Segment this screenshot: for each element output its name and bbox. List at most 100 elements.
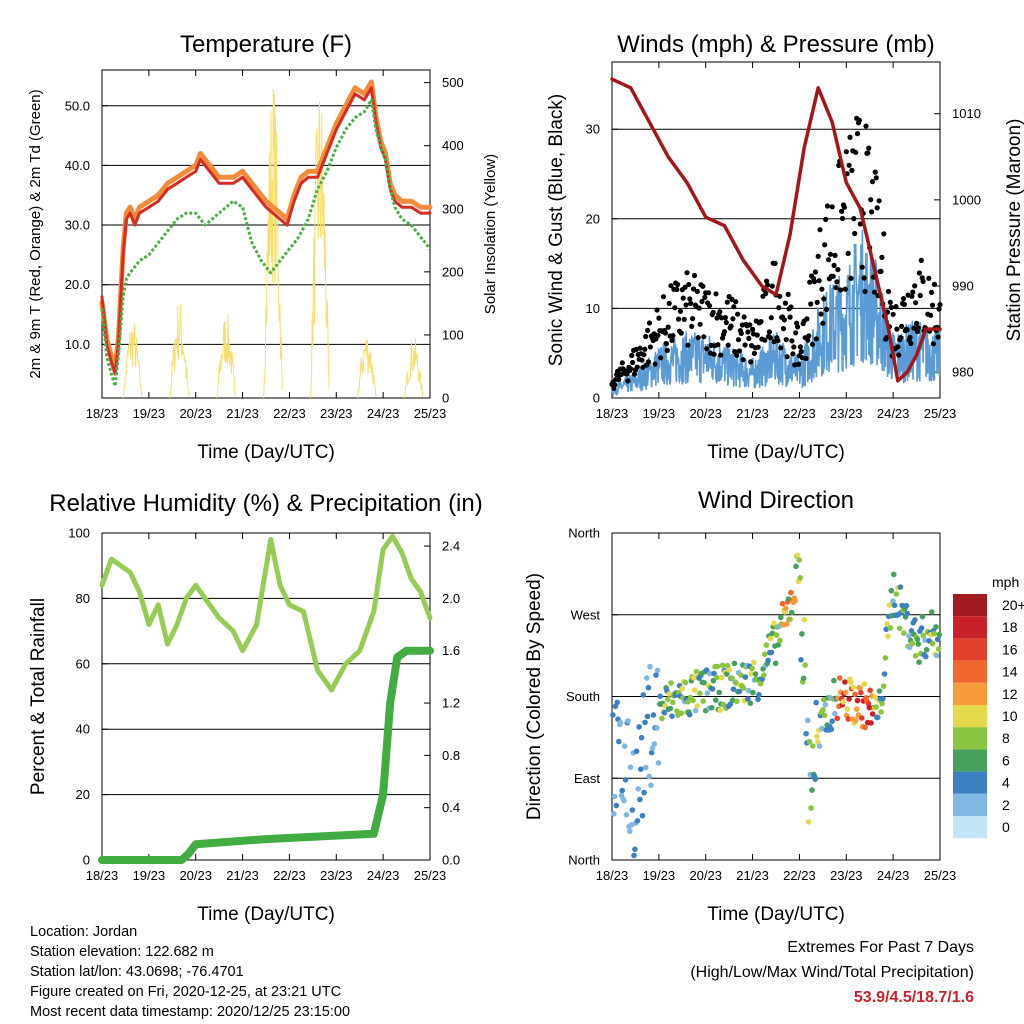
gust-point [749, 343, 755, 349]
gust-point [735, 337, 742, 343]
direction-point [623, 812, 630, 818]
gust-point [866, 145, 872, 151]
gust-point [848, 275, 854, 281]
gust-point [772, 260, 778, 266]
temp-2m-line [100, 86, 432, 376]
direction-point [669, 713, 675, 719]
direction-point [918, 625, 925, 631]
gust-point [735, 311, 741, 317]
rh-y2tick-label: 2.4 [442, 539, 460, 554]
gust-point [869, 209, 875, 215]
direction-point [654, 725, 660, 731]
direction-point [772, 660, 779, 667]
gust-point [687, 296, 693, 302]
gust-point [842, 286, 848, 292]
gust-point [849, 167, 855, 173]
wind-xtick-label: 18/23 [596, 406, 629, 421]
direction-point [794, 552, 801, 559]
direction-point [893, 591, 900, 597]
temp-ytick-label: 10.0 [65, 337, 90, 352]
speed-legend-label: 8 [1002, 730, 1010, 746]
gust-point [824, 306, 830, 312]
direction-point [638, 734, 645, 741]
direction-point [916, 659, 922, 665]
direction-point [800, 675, 807, 682]
gust-point [820, 320, 826, 326]
dir-xtick-label: 24/23 [877, 868, 910, 883]
direction-point [783, 605, 789, 611]
gust-point [881, 231, 887, 237]
wind-ylabel: Sonic Wind & Gust (Blue, Black) [546, 94, 567, 366]
direction-point [716, 689, 722, 696]
direction-point [704, 690, 711, 696]
rh-xtick-label: 20/23 [179, 868, 212, 883]
direction-point [629, 807, 636, 813]
solar-day-trace [169, 304, 189, 399]
dir-ytick-label: East [574, 771, 600, 786]
direction-point [646, 773, 652, 780]
direction-point [813, 699, 819, 706]
temp-y2tick-label: 500 [442, 75, 464, 90]
gust-point [612, 382, 618, 388]
gust-point [839, 215, 846, 222]
gust-point [827, 251, 834, 257]
temp-y2tick-label: 300 [442, 201, 464, 216]
direction-point [642, 719, 648, 726]
temp-xtick-label: 21/23 [226, 406, 259, 421]
solar-series [122, 88, 424, 399]
direction-point [797, 575, 803, 581]
gust-point [784, 354, 790, 360]
gust-point [807, 279, 813, 285]
gust-point [668, 283, 674, 289]
direction-point [787, 616, 793, 623]
gust-point [646, 320, 653, 326]
gust-point [839, 208, 845, 214]
gust-point [674, 286, 680, 292]
direction-point [785, 596, 792, 602]
gust-point [841, 204, 848, 210]
wind-y2tick-label: 1010 [952, 106, 981, 121]
gust-point [628, 366, 634, 372]
gust-point [909, 293, 915, 299]
gust-point [829, 204, 835, 210]
direction-point [934, 636, 941, 643]
direction-point [801, 616, 808, 623]
rh-y2tick-label: 0.8 [442, 748, 460, 763]
rh-y2tick-label: 1.2 [442, 696, 460, 711]
gust-point [776, 305, 782, 311]
gust-point [645, 359, 652, 365]
temp-ytick-label: 40.0 [65, 158, 90, 173]
temp-xlabel: Time (Day/UTC) [197, 442, 335, 463]
speed-legend-label: 16 [1002, 641, 1018, 657]
gust-point [642, 346, 648, 352]
gust-point [899, 323, 905, 329]
direction-point [773, 632, 780, 638]
direction-point [845, 716, 852, 722]
rh-line [99, 533, 433, 693]
gust-point [878, 268, 884, 274]
gust-point [666, 300, 672, 306]
gust-point [647, 344, 654, 350]
gust-point [862, 288, 868, 295]
gust-point [740, 357, 746, 363]
direction-point [752, 671, 759, 677]
direction-point [648, 749, 655, 756]
wind-xtick-label: 22/23 [783, 406, 816, 421]
gust-point [795, 324, 801, 330]
gust-point [734, 352, 740, 358]
gust-point [678, 330, 684, 336]
direction-point [809, 787, 815, 793]
speed-legend-swatch [953, 638, 987, 661]
direction-point [668, 680, 674, 686]
direction-point [882, 655, 889, 661]
gust-point [696, 305, 702, 311]
gust-point [791, 344, 797, 350]
gust-point [641, 352, 647, 358]
direction-point [842, 689, 849, 696]
direction-point [936, 631, 943, 638]
gust-point [748, 359, 754, 365]
direction-point [640, 692, 647, 698]
direction-point [701, 679, 707, 686]
gust-point [708, 342, 714, 348]
direction-point [633, 748, 640, 755]
